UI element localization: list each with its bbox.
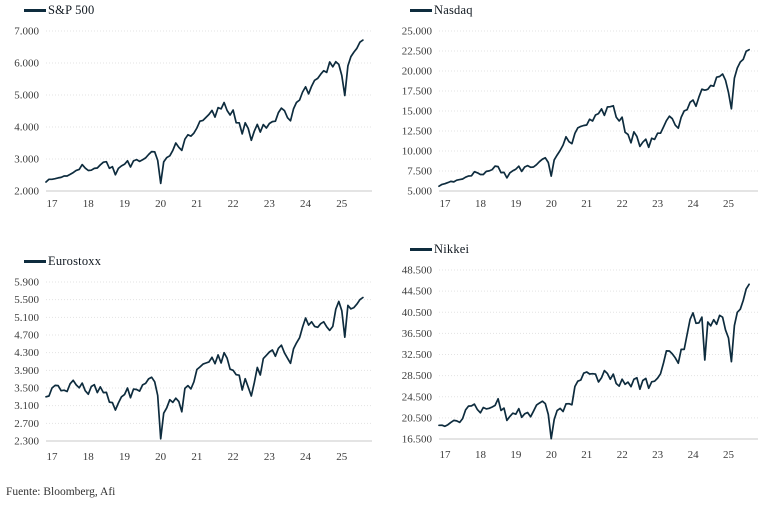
svg-text:20.500: 20.500 bbox=[402, 412, 433, 424]
svg-text:20: 20 bbox=[546, 198, 558, 210]
svg-text:16.500: 16.500 bbox=[402, 434, 433, 446]
chart-panel-eurostoxx: Eurostoxx 5.900 5.500 5.100 4.700 4.300 3.900… bbox=[2, 253, 380, 465]
svg-text:36.500: 36.500 bbox=[402, 328, 433, 340]
svg-text:7.000: 7.000 bbox=[14, 26, 39, 38]
svg-text:3.000: 3.000 bbox=[14, 154, 39, 166]
svg-text:23: 23 bbox=[264, 451, 276, 463]
svg-text:24: 24 bbox=[300, 198, 312, 210]
svg-text:25: 25 bbox=[336, 198, 348, 210]
svg-text:48.500: 48.500 bbox=[402, 265, 433, 277]
svg-text:20: 20 bbox=[546, 449, 558, 461]
svg-text:4.300: 4.300 bbox=[14, 347, 39, 359]
legend-nikkei: Nikkei bbox=[385, 241, 764, 257]
svg-text:4.000: 4.000 bbox=[14, 122, 39, 134]
svg-text:22: 22 bbox=[228, 198, 239, 210]
svg-text:20: 20 bbox=[155, 451, 167, 463]
chart-panel-nikkei: Nikkei 48.500 44.500 40.500 36.500 32.500 28.… bbox=[385, 241, 764, 463]
svg-text:17: 17 bbox=[47, 198, 59, 210]
svg-text:44.500: 44.500 bbox=[402, 286, 433, 298]
legend-eurostoxx: Eurostoxx bbox=[2, 253, 380, 269]
eurostoxx-chart: 5.900 5.500 5.100 4.700 4.300 3.900 3.500 3.100… bbox=[14, 277, 372, 463]
svg-text:5.000: 5.000 bbox=[14, 90, 39, 102]
svg-text:24.500: 24.500 bbox=[402, 391, 433, 403]
svg-text:2.700: 2.700 bbox=[14, 418, 39, 430]
svg-text:21: 21 bbox=[581, 198, 592, 210]
line-swatch-icon bbox=[24, 259, 46, 263]
line-swatch-icon bbox=[410, 247, 432, 251]
svg-text:17: 17 bbox=[47, 451, 59, 463]
svg-text:25: 25 bbox=[336, 451, 348, 463]
legend-nasdaq: Nasdaq bbox=[385, 2, 764, 18]
legend-label-nasdaq: Nasdaq bbox=[434, 2, 473, 17]
legend-label-eurostoxx: Eurostoxx bbox=[48, 253, 102, 268]
svg-text:20.000: 20.000 bbox=[402, 66, 433, 78]
svg-text:5.900: 5.900 bbox=[14, 277, 39, 289]
svg-text:21: 21 bbox=[191, 451, 202, 463]
svg-text:24: 24 bbox=[688, 198, 700, 210]
svg-text:3.100: 3.100 bbox=[14, 400, 39, 412]
svg-text:19: 19 bbox=[510, 449, 522, 461]
svg-text:15.000: 15.000 bbox=[402, 106, 433, 118]
nikkei-chart: 48.500 44.500 40.500 36.500 32.500 28.500 24.5… bbox=[402, 265, 758, 461]
svg-text:20: 20 bbox=[155, 198, 167, 210]
svg-text:18: 18 bbox=[83, 198, 95, 210]
svg-text:12.500: 12.500 bbox=[402, 126, 433, 138]
svg-text:21: 21 bbox=[191, 198, 202, 210]
svg-text:3.500: 3.500 bbox=[14, 383, 39, 395]
svg-text:40.500: 40.500 bbox=[402, 307, 433, 319]
svg-text:23: 23 bbox=[652, 198, 664, 210]
svg-text:17: 17 bbox=[440, 449, 452, 461]
svg-text:22: 22 bbox=[617, 198, 628, 210]
svg-text:28.500: 28.500 bbox=[402, 370, 433, 382]
svg-text:25: 25 bbox=[723, 449, 735, 461]
chart-panel-nasdaq: Nasdaq 25.000 22.500 20.000 17.500 15.000 12.… bbox=[385, 2, 764, 212]
svg-text:19: 19 bbox=[119, 198, 131, 210]
svg-text:3.900: 3.900 bbox=[14, 365, 39, 377]
svg-text:5.100: 5.100 bbox=[14, 312, 39, 324]
svg-text:32.500: 32.500 bbox=[402, 349, 433, 361]
source-note: Fuente: Bloomberg, Afi bbox=[6, 486, 116, 498]
svg-text:18: 18 bbox=[475, 449, 487, 461]
svg-text:23: 23 bbox=[652, 449, 664, 461]
svg-text:18: 18 bbox=[475, 198, 487, 210]
svg-text:4.700: 4.700 bbox=[14, 330, 39, 342]
svg-text:23: 23 bbox=[264, 198, 276, 210]
svg-text:22: 22 bbox=[228, 451, 239, 463]
svg-text:6.000: 6.000 bbox=[14, 58, 39, 70]
svg-text:22.500: 22.500 bbox=[402, 46, 433, 58]
svg-text:25.000: 25.000 bbox=[402, 26, 433, 38]
svg-text:17: 17 bbox=[440, 198, 452, 210]
legend-label-sp500: S&P 500 bbox=[48, 2, 95, 17]
svg-text:2.000: 2.000 bbox=[14, 186, 39, 198]
legend-label-nikkei: Nikkei bbox=[434, 241, 470, 256]
svg-text:7.500: 7.500 bbox=[407, 166, 432, 178]
svg-text:22: 22 bbox=[617, 449, 628, 461]
svg-text:18: 18 bbox=[83, 451, 95, 463]
svg-text:19: 19 bbox=[119, 451, 131, 463]
svg-text:19: 19 bbox=[510, 198, 522, 210]
svg-text:24: 24 bbox=[688, 449, 700, 461]
svg-text:25: 25 bbox=[723, 198, 735, 210]
sp500-chart: 7.000 6.000 5.000 4.000 3.000 2.000 17 18 19 20 21… bbox=[14, 26, 372, 210]
svg-text:5.500: 5.500 bbox=[14, 294, 39, 306]
svg-text:5.000: 5.000 bbox=[407, 186, 432, 198]
legend-sp500: S&P 500 bbox=[2, 2, 380, 18]
chart-panel-sp500: S&P 500 7.000 6.000 5.000 4.000 3.000 2.000 17… bbox=[2, 2, 380, 212]
svg-text:10.000: 10.000 bbox=[402, 146, 433, 158]
nasdaq-chart: 25.000 22.500 20.000 17.500 15.000 12.500 10.0… bbox=[402, 26, 758, 210]
line-swatch-icon bbox=[410, 8, 432, 12]
svg-text:2.300: 2.300 bbox=[14, 436, 39, 448]
svg-text:24: 24 bbox=[300, 451, 312, 463]
svg-text:21: 21 bbox=[581, 449, 592, 461]
line-swatch-icon bbox=[24, 8, 46, 12]
svg-text:17.500: 17.500 bbox=[402, 86, 433, 98]
